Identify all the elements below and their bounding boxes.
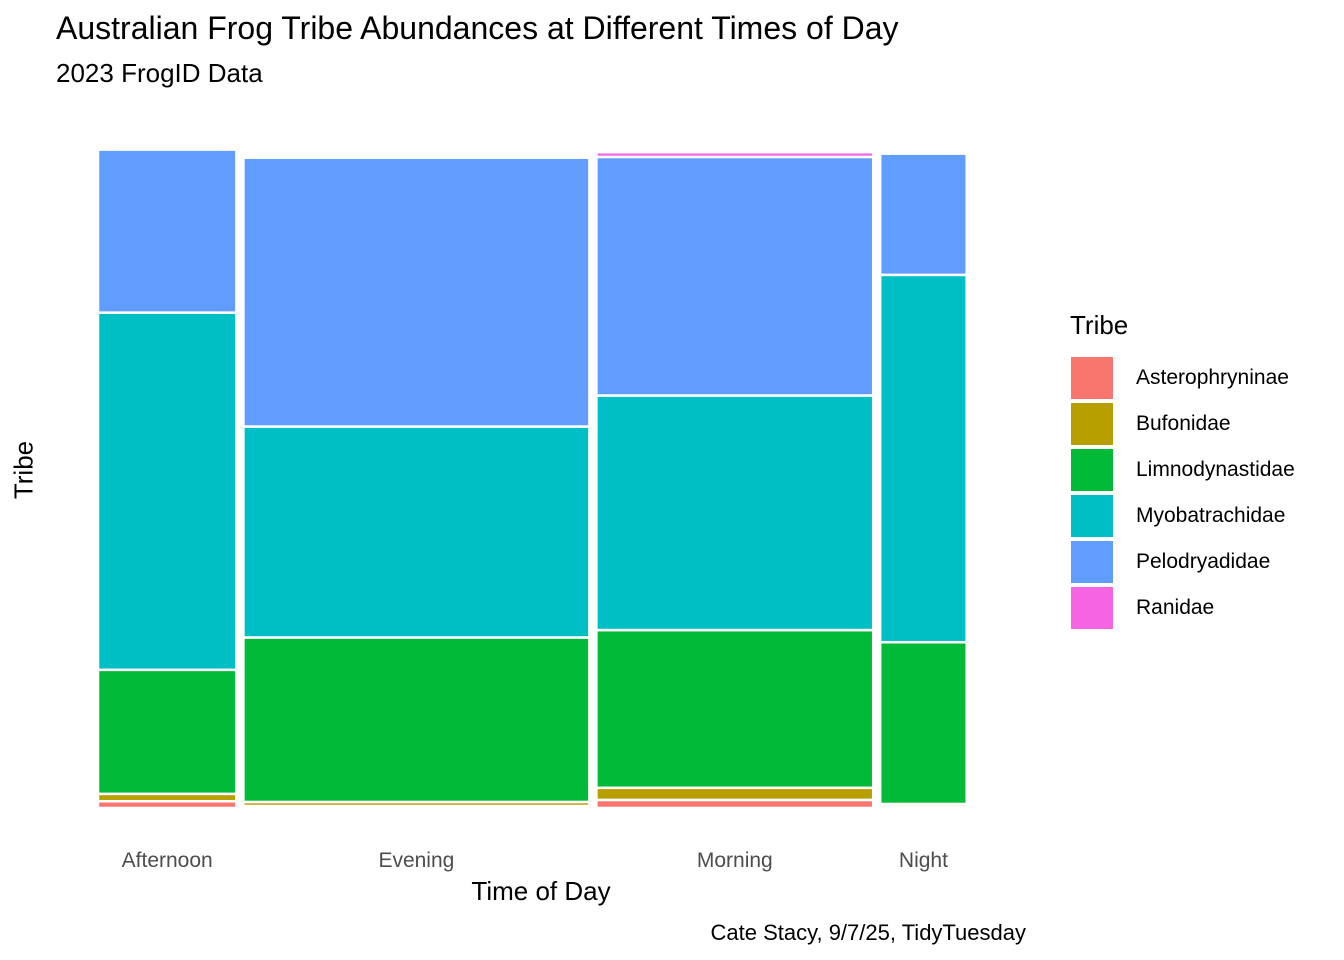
tile-morning-pelodryadidae <box>595 155 875 397</box>
x-tick-evening: Evening <box>378 849 455 872</box>
legend-label: Bufonidae <box>1136 412 1231 435</box>
tile-morning-ranidae <box>595 150 875 159</box>
legend-swatch <box>1070 402 1114 446</box>
tile-night-ranidae <box>878 150 968 155</box>
tile-afternoon-ranidae <box>96 146 238 151</box>
legend-items: Asterophryninae Bufonidae Limnodynastidae M… <box>1070 355 1295 631</box>
tile-morning-myobatrachidae <box>595 394 875 632</box>
legend-item-bufonidae: Bufonidae <box>1070 401 1295 447</box>
legend-item-myobatrachidae: Myobatrachidae <box>1070 493 1295 539</box>
legend-item-limnodynastidae: Limnodynastidae <box>1070 447 1295 493</box>
tile-night-limnodynastidae <box>878 640 968 806</box>
legend-item-pelodryadidae: Pelodryadidae <box>1070 539 1295 585</box>
tile-evening-limnodynastidae <box>242 636 591 804</box>
legend-item-ranidae: Ranidae <box>1070 585 1295 631</box>
tile-afternoon-myobatrachidae <box>96 311 238 672</box>
legend-title: Tribe <box>1070 310 1129 340</box>
tile-night-pelodryadidae <box>878 152 968 277</box>
tile-night-myobatrachidae <box>878 273 968 644</box>
legend-swatch <box>1070 586 1114 630</box>
legend-label: Ranidae <box>1136 596 1215 619</box>
chart-caption: Cate Stacy, 9/7/25, TidyTuesday <box>710 920 1027 945</box>
x-tick-night: Night <box>898 849 948 872</box>
tile-evening-myobatrachidae <box>242 425 591 639</box>
legend-item-asterophryninae: Asterophryninae <box>1070 355 1295 401</box>
legend-label: Limnodynastidae <box>1136 458 1295 481</box>
legend-label: Pelodryadidae <box>1136 550 1271 573</box>
tile-evening-pelodryadidae <box>242 156 591 428</box>
legend-label: Asterophryninae <box>1136 366 1289 389</box>
legend-swatch <box>1070 540 1114 584</box>
tile-evening-ranidae <box>242 154 591 159</box>
legend: Tribe Asterophryninae Bufonidae Limnodynas… <box>1070 310 1295 631</box>
tile-morning-limnodynastidae <box>595 628 875 790</box>
legend-swatch <box>1070 356 1114 400</box>
legend-swatch <box>1070 448 1114 492</box>
tile-morning-bufonidae <box>595 786 875 802</box>
x-tick-morning: Morning <box>696 849 773 872</box>
tile-afternoon-pelodryadidae <box>96 148 238 314</box>
legend-label: Myobatrachidae <box>1136 504 1286 527</box>
x-tick-afternoon: Afternoon <box>121 849 213 872</box>
tile-afternoon-limnodynastidae <box>96 668 238 796</box>
chart-subtitle: 2023 FrogID Data <box>56 58 263 88</box>
chart-title: Australian Frog Tribe Abundances at Diff… <box>56 10 899 46</box>
legend-swatch <box>1070 494 1114 538</box>
x-axis-label: Time of Day <box>471 876 611 906</box>
